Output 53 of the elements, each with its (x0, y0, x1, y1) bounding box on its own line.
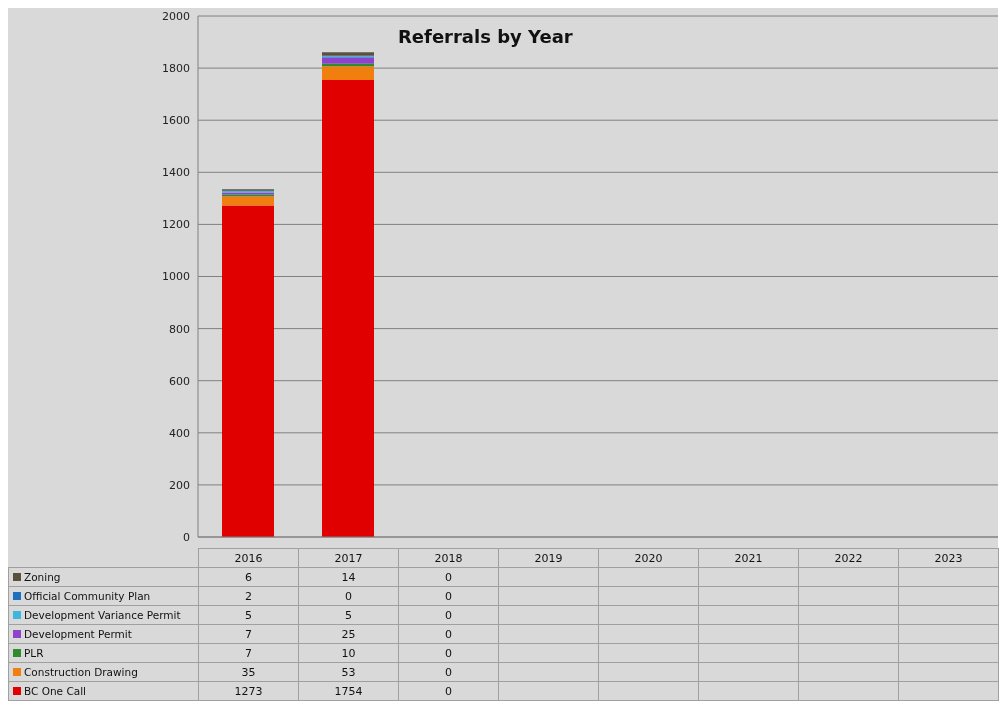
y-tick-label: 200 (169, 478, 190, 492)
bar (222, 205, 274, 537)
bar (222, 196, 274, 206)
legend-label: Development Permit (8, 624, 199, 644)
data-label: 6 (198, 567, 299, 587)
bar (322, 80, 374, 537)
data-label: 53 (298, 662, 399, 682)
y-tick-label: 1800 (162, 62, 190, 75)
data-label: 7 (198, 643, 299, 663)
data-label: 35 (198, 662, 299, 682)
y-tick-label: 1000 (162, 270, 190, 284)
text: Referrals by Year (398, 26, 573, 47)
data-label: 0 (398, 624, 499, 644)
x-tick-label: 2017 (298, 548, 399, 568)
data-label: 0 (398, 567, 499, 587)
legend-label: Zoning (8, 567, 199, 587)
data-label: 2 (198, 586, 299, 606)
legend-label: Official Community Plan (8, 586, 199, 606)
legend-label: Construction Drawing (8, 662, 199, 682)
y-tick-label: 0 (183, 530, 190, 544)
y-tick-label: 1600 (162, 114, 190, 128)
data-label: 5 (298, 605, 399, 625)
data-label: 0 (398, 586, 499, 606)
x-tick-label: 2016 (198, 548, 299, 568)
bar (322, 66, 374, 81)
x-tick-label: 2023 (898, 548, 999, 568)
y-tick-label: 1400 (162, 166, 190, 180)
data-label: 10 (298, 643, 399, 663)
x-tick-label: 2019 (498, 548, 599, 568)
x-tick-label: 2020 (598, 548, 699, 568)
y-tick-label: 2000 (162, 9, 190, 23)
data-label: 0 (398, 662, 499, 682)
data-label: 0 (298, 586, 399, 606)
y-tick-label: 1200 (162, 218, 190, 232)
data-label: 1754 (298, 681, 399, 701)
x-tick-label: 2022 (798, 548, 899, 568)
y-tick-label: 800 (169, 322, 190, 336)
bar (322, 57, 374, 64)
data-label: 1273 (198, 681, 299, 701)
y-tick-label: 600 (169, 374, 190, 388)
data-label: 7 (198, 624, 299, 644)
x-tick-label: 2021 (698, 548, 799, 568)
data-label: 0 (398, 643, 499, 663)
data-label: 5 (198, 605, 299, 625)
legend-label: Development Variance Permit (8, 605, 199, 625)
legend-label: BC One Call (8, 681, 199, 701)
data-label: 25 (298, 624, 399, 644)
data-label: 14 (298, 567, 399, 587)
y-tick-label: 400 (169, 426, 190, 440)
data-label: 0 (398, 681, 499, 701)
x-tick-label: 2018 (398, 548, 499, 568)
data-label: 0 (398, 605, 499, 625)
legend-label: PLR (8, 643, 199, 663)
